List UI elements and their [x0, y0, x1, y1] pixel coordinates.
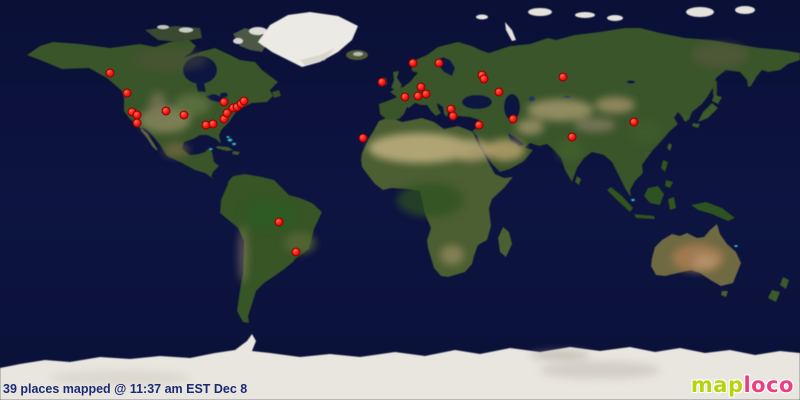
- maploco-logo[interactable]: maploco: [691, 373, 794, 397]
- logo-part-loco: loco: [743, 373, 794, 397]
- tasmania: [721, 291, 728, 297]
- greenland: [258, 12, 358, 67]
- luzon: [661, 160, 668, 172]
- map-marker: [479, 74, 489, 84]
- logo-part-map: map: [690, 373, 744, 397]
- map-marker: [208, 119, 218, 129]
- map-marker: [416, 82, 426, 92]
- map-marker: [239, 96, 249, 106]
- java: [634, 214, 655, 219]
- map-marker: [179, 110, 189, 120]
- new-zealand-north: [780, 277, 789, 289]
- caspian-sea: [504, 94, 520, 120]
- map-marker: [222, 108, 232, 118]
- madagascar: [498, 227, 512, 257]
- map-marker: [494, 87, 504, 97]
- black-sea: [462, 95, 492, 109]
- map-marker: [508, 114, 518, 124]
- map-marker: [448, 111, 458, 121]
- cuba: [216, 146, 233, 151]
- map-marker: [408, 58, 418, 68]
- sulawesi: [668, 197, 676, 210]
- japan: [712, 95, 722, 104]
- map-marker: [161, 106, 171, 116]
- map-marker: [567, 132, 577, 142]
- map-marker: [132, 118, 142, 128]
- map-marker: [421, 89, 431, 99]
- map-marker: [291, 247, 301, 257]
- map-marker: [105, 68, 115, 78]
- new-guinea: [691, 202, 735, 221]
- status-text: 39 places mapped @ 11:37 am EST Dec 8: [3, 382, 248, 396]
- map-marker: [358, 133, 368, 143]
- hispaniola: [232, 151, 240, 155]
- shallow-water: [209, 136, 738, 247]
- map-marker: [122, 88, 132, 98]
- taiwan: [667, 143, 672, 151]
- sri-lanka: [575, 176, 581, 185]
- map-marker: [219, 97, 229, 107]
- map-marker: [558, 72, 568, 82]
- mindanao: [665, 180, 673, 188]
- antarctica: [0, 334, 800, 400]
- arctic-ice: [476, 6, 755, 41]
- map-marker: [629, 117, 639, 127]
- great-britain: [391, 71, 402, 90]
- lake-balkhash: [563, 95, 571, 99]
- map-marker: [274, 217, 284, 227]
- map-marker: [474, 120, 484, 130]
- map-marker: [400, 92, 410, 102]
- map-marker: [377, 77, 387, 87]
- new-zealand-south: [768, 290, 780, 302]
- sumatra: [607, 187, 633, 212]
- borneo: [644, 186, 664, 205]
- aral-sea: [528, 96, 536, 102]
- map-marker: [434, 58, 444, 68]
- lake-baikal: [627, 80, 635, 84]
- sakhalin: [713, 80, 717, 96]
